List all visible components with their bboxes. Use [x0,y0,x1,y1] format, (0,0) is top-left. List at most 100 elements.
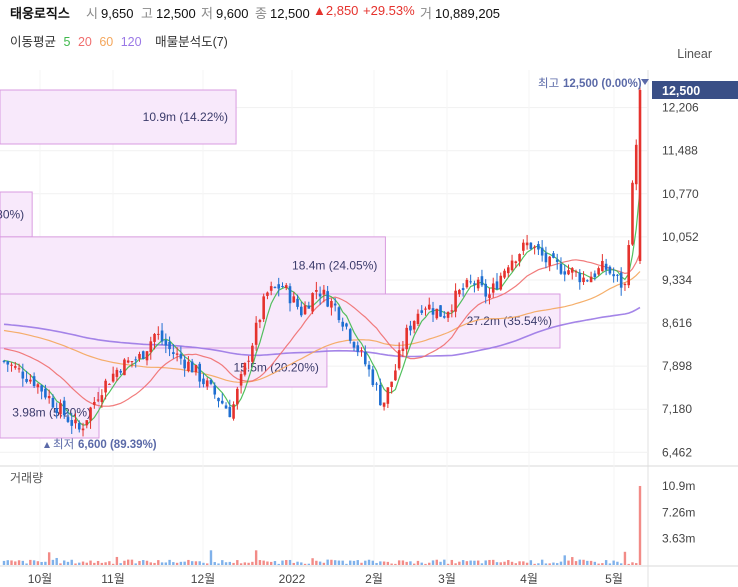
high-price: 고 12,500 [141,6,196,21]
volume-bar [349,560,352,565]
candle-body [187,361,190,371]
candle-body [108,383,111,385]
candle-body [491,283,495,293]
indicator-legend[interactable]: 이동평균 5 20 60 120 매물분석도(7) [10,31,232,50]
time-tick-label: 3월 [438,572,456,586]
candle-body [465,279,469,288]
candle-body [341,321,344,327]
trade-volume: 거 10,889,205 [420,6,501,21]
candle-body [544,252,548,263]
volume-profile-bar [0,191,33,238]
candle-body [66,417,70,422]
candle-body [115,369,119,377]
candle-body [345,323,348,327]
volume-bar [254,550,258,565]
candle-body [25,378,28,382]
candle-body [559,264,563,274]
candle-body [397,350,401,369]
candle-body [371,369,375,386]
time-tick-label: 11월 [101,572,125,586]
volume-bar [382,561,386,565]
volume-profile-label: 10.9m (14.22%) [143,110,228,124]
candle-body [266,292,269,296]
volume-bar [47,552,51,565]
ma60-line [3,271,641,383]
volume-bar [371,560,375,565]
scale-toggle-button[interactable]: Linear [677,47,712,61]
candle-body [476,279,480,289]
candle-body [145,351,149,361]
candle-body [6,361,10,365]
price-tick-label: 11,488 [662,144,698,158]
volume-bar [375,562,378,565]
candle-body [190,361,194,373]
candle-body [168,341,171,350]
candle-body [601,260,604,272]
candle-body [288,286,292,304]
volume-bar [499,562,502,565]
volume-bar [318,561,322,565]
candle-body [570,268,574,273]
volume-bar [44,561,47,565]
candle-body [529,242,533,249]
candle-body [96,399,100,401]
markers: 최고 12,500 (0.00%) 최저 6,600 (89.39%) [44,77,649,451]
candle-body [315,290,318,292]
volume-bar [100,562,104,565]
volume-bar [582,559,585,565]
volume-bar [111,563,115,565]
volume-bar [638,485,642,565]
volume-bar [345,563,348,565]
volume-bar [292,562,295,565]
candle-body [540,247,544,256]
volume-profile-label[interactable]: 매물분석도(7) [155,35,228,49]
volume-panel-title: 거래량 [10,471,43,485]
candle-body [337,307,341,321]
candle-body [281,286,284,288]
axes: 12,206 11,488 10,770 10,052 9,334 8,616 7,898 7… [10,81,738,586]
volume-bar [63,560,66,565]
volume-bar [401,560,405,565]
volume-bar [469,560,472,565]
volume-bar [537,563,540,565]
volume-tick-label: 10.9m [662,479,695,493]
moving-average-label[interactable]: 이동평균 [10,35,57,49]
candle-body [59,403,62,415]
volume-bar [413,563,416,565]
volume-bar [428,562,431,565]
volume-bar [454,563,457,565]
volume-bar [424,563,427,565]
volume-bar [409,561,412,565]
volume-bar [307,563,311,565]
volume-bar [269,561,273,565]
volume-bar [352,560,356,565]
candle-body [510,260,514,271]
volume-bar [326,559,329,565]
candle-body [593,273,597,278]
volume-bar [518,561,521,565]
candle-body [81,428,85,431]
volume-bar [446,563,450,565]
volume-profile-bar [0,89,237,145]
volume-bar [172,562,175,565]
candle-body [164,340,168,346]
current-price-label: 12,500 [662,84,700,98]
candle-body [484,283,488,297]
volume-profile: 10.9m (14.22%) 611k (0.80%) 18.4m (24.05%)… [0,89,561,439]
candle-body [631,182,634,245]
candle-body [175,353,179,355]
candle-body [47,396,51,399]
volume-bar [443,559,446,565]
volume-tick-label: 3.63m [662,532,695,546]
volume-bar [153,562,156,565]
volume-bar [81,561,85,565]
volume-bar [247,562,250,565]
candle-body [555,259,559,262]
candle-body [382,402,386,407]
volume-bar [51,559,55,565]
ma5-label: 5 [63,35,71,49]
candle-body [450,310,454,312]
time-tick-label: 2월 [365,572,383,586]
ma120-label: 120 [120,35,142,49]
